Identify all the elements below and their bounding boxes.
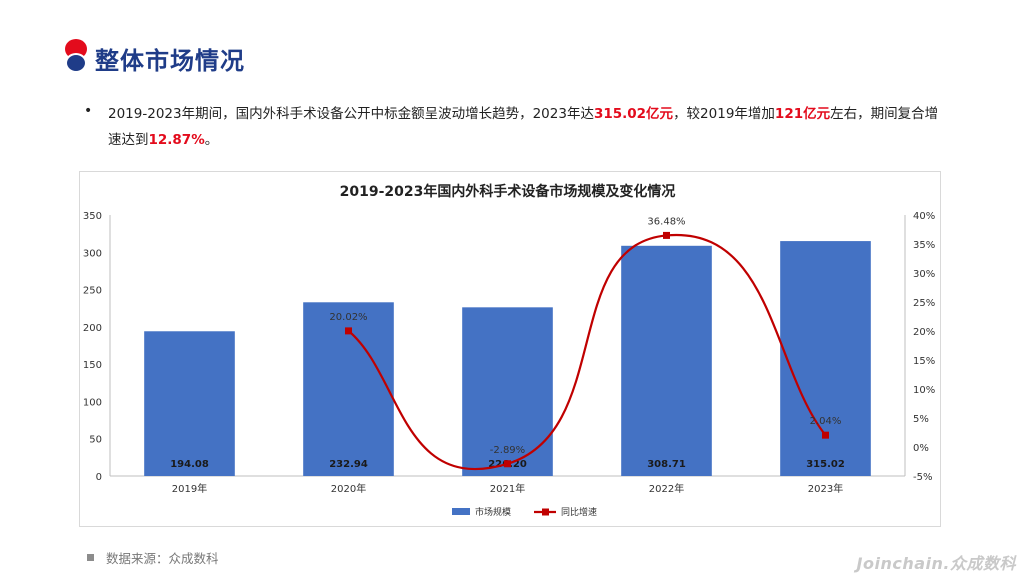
right-axis-tick-label: 0% [913,443,929,454]
bar-2023年 [780,241,871,476]
growth-point-marker [345,327,352,335]
growth-point-marker [504,460,511,468]
left-axis-tick-label: 300 [83,248,102,259]
right-axis-tick-label: 20% [913,327,935,338]
combo-chart: 2019-2023年国内外科手术设备市场规模及变化情况 0 50 100 150 200 2… [83,183,935,518]
bar-value-label: 315.02 [806,459,845,470]
summary-part: 。 [204,132,219,148]
right-axis-tick-label: 30% [913,269,935,280]
growth-value-label: 20.02% [329,312,367,323]
right-axis-tick-label: 15% [913,356,935,367]
right-axis-tick-label: 35% [913,240,935,251]
growth-point-marker [822,431,829,439]
logo-dots-icon [65,39,87,73]
growth-value-label: -2.89% [490,445,525,456]
x-axis-category-label: 2023年 [808,482,843,495]
bullet-icon: • [84,103,93,119]
data-source-text: 数据来源：众成数科 [106,551,219,566]
bar-value-label: 308.71 [647,459,686,470]
chart-title: 2019-2023年国内外科手术设备市场规模及变化情况 [340,183,676,200]
x-axis-category-label: 2022年 [649,482,684,495]
legend-line-marker [542,508,549,516]
brand-watermark: Joinchain.众成数科 [856,554,1016,573]
bar-2019年 [144,331,235,476]
left-axis-tick-label: 100 [83,397,102,408]
data-source: 数据来源：众成数科 [87,548,219,567]
right-axis-tick-label: 40% [913,211,935,222]
x-axis-category-label: 2020年 [331,482,366,495]
right-axis-tick-label: -5% [913,472,932,483]
left-axis-tick-label: 150 [83,360,102,371]
bar-value-label: 194.08 [170,459,209,470]
legend-line-label: 同比增速 [561,506,597,518]
summary-part: 2019-2023年期间，国内外科手术设备公开中标金额呈波动增长趋势，2023年… [108,106,594,122]
bar-value-label: 232.94 [329,459,368,470]
right-axis-tick-label: 25% [913,298,935,309]
page-title: 整体市场情况 [95,47,245,75]
square-bullet-icon [87,554,94,561]
legend-bar-swatch [452,508,470,515]
summary-part: 左右，期间复合增速达到 [108,106,939,148]
summary-highlight-2023-value: 315.02亿元 [593,106,674,122]
left-axis-tick-label: 200 [83,323,102,334]
summary-highlight-increase: 121亿元 [774,106,831,122]
summary-part: ，较2019年增加 [673,106,775,122]
right-axis-tick-label: 5% [913,414,929,425]
growth-value-label: 36.48% [647,216,685,227]
left-axis-tick-label: 350 [83,211,102,222]
growth-value-label: 2.04% [810,416,842,427]
x-axis-category-label: 2019年 [172,482,207,495]
legend-bar-label: 市场规模 [475,506,511,518]
x-axis-category-label: 2021年 [490,482,525,495]
summary-text: 2019-2023年期间，国内外科手术设备公开中标金额呈波动增长趋势，2023年… [108,101,948,153]
right-axis-tick-label: 10% [913,385,935,396]
blue-dot-icon [65,53,87,73]
growth-point-marker [663,231,670,239]
bar-2022年 [621,245,712,476]
growth-rate-line [347,234,827,471]
left-axis-tick-label: 0 [96,472,102,483]
summary-highlight-cagr: 12.87% [148,132,205,148]
left-axis-tick-label: 50 [89,435,102,446]
left-axis-tick-label: 250 [83,286,102,297]
chart-container: 2019-2023年国内外科手术设备市场规模及变化情况 0 50 100 150 200 2… [79,171,941,527]
